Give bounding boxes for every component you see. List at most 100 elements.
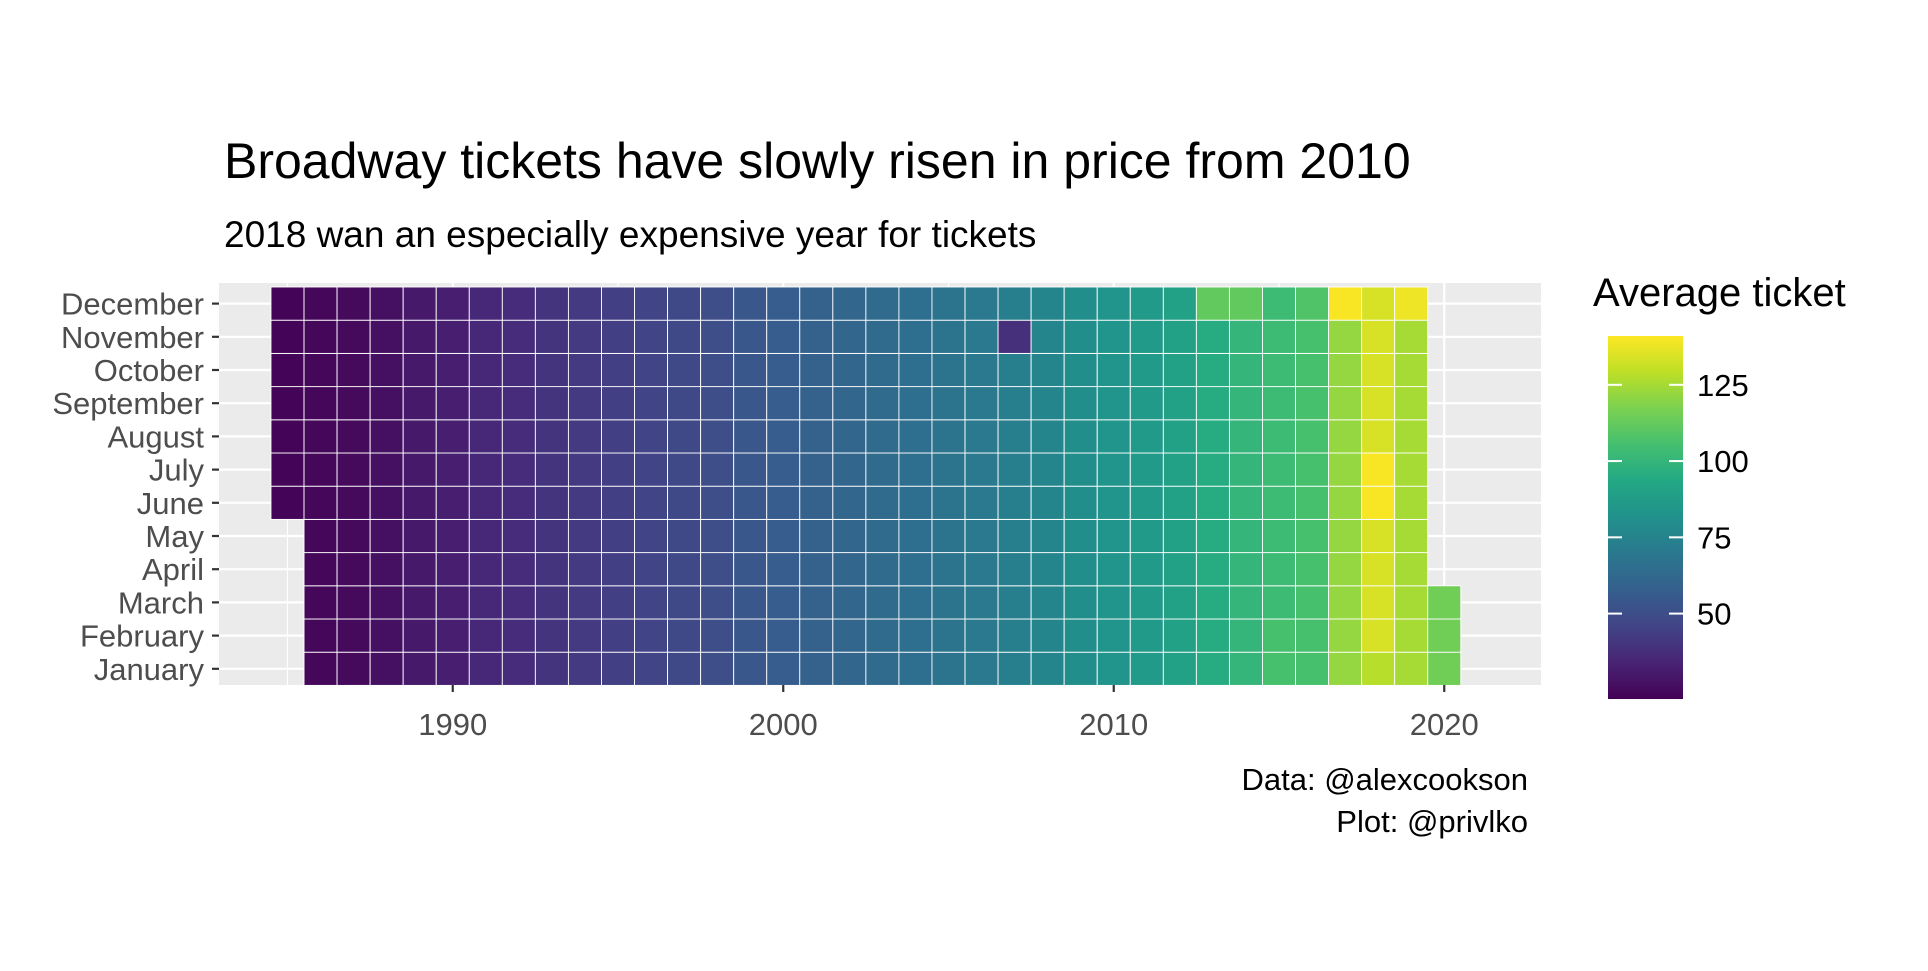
heatmap-tile [733,552,768,587]
heatmap-tile [799,419,834,454]
legend-colorbar [1608,336,1683,699]
heatmap-tile [733,352,768,388]
heatmap-tile [1162,618,1197,653]
heatmap-tile [1129,286,1164,321]
heatmap-tile [1328,518,1363,554]
heatmap-tile [832,319,867,354]
heatmap-tile [1162,651,1197,686]
heatmap-tile [634,585,669,620]
heatmap-tile [667,518,702,554]
heatmap-tile [964,552,999,587]
heatmap-tile [634,452,669,487]
heatmap-tile [501,319,536,354]
y-tick-label: April [142,552,204,587]
heatmap-tile [766,352,801,388]
heatmap-tile [468,386,503,421]
heatmap-tile [501,518,536,554]
heatmap-tile [534,585,569,620]
heatmap-tile [402,552,437,587]
heatmap-tile [601,352,635,388]
heatmap-tile [402,452,437,487]
heatmap-tile [997,352,1032,388]
legend-tick-label: 75 [1697,520,1731,555]
heatmap-tile [1162,518,1197,554]
heatmap-tile [832,452,867,487]
heatmap-tile [1295,286,1330,321]
heatmap-tile [468,452,503,487]
heatmap-tile [468,352,503,388]
heatmap-tile [667,651,702,686]
heatmap-tile [1129,319,1164,354]
heatmap-tile [667,618,702,653]
legend-tick-label: 100 [1697,444,1749,479]
heatmap-tile [799,286,834,321]
heatmap-tile [1262,485,1296,520]
heatmap-tile [1063,518,1098,554]
heatmap-tile [336,386,371,421]
heatmap-tile [832,651,867,686]
heatmap-tile [303,352,338,388]
heatmap-tile [766,552,801,587]
heatmap-tile [435,518,470,554]
heatmap-tile [1394,518,1429,554]
heatmap-tile [1295,585,1330,620]
heatmap-tile [964,419,999,454]
heatmap-tile [402,286,437,321]
heatmap-tile [700,386,735,421]
heatmap-tile [1096,419,1131,454]
heatmap-tile [369,352,404,388]
heatmap-tile [1162,419,1197,454]
heatmap-tile [865,518,900,554]
heatmap-tile [270,286,305,321]
heatmap-tile [700,651,735,686]
heatmap-tile [865,319,900,354]
heatmap-tile [931,319,966,354]
heatmap-tile [964,319,999,354]
heatmap-tile [865,485,900,520]
heatmap-tile [667,419,702,454]
heatmap-tile [931,352,966,388]
heatmap-tile [931,386,966,421]
heatmap-tile [435,319,470,354]
heatmap-tile [1295,419,1330,454]
heatmap-tile [799,485,834,520]
heatmap-tile [964,386,999,421]
heatmap-tile [601,319,635,354]
heatmap-tile [601,419,635,454]
x-tick-label: 2000 [749,707,818,742]
heatmap-tile [997,386,1032,421]
heatmap-tile [1096,286,1131,321]
heatmap-tile [766,651,801,686]
heatmap-tile [931,286,966,321]
heatmap-tile [1129,552,1164,587]
heatmap-tile [1030,618,1065,653]
heatmap-tile [567,286,602,321]
heatmap-tile [832,552,867,587]
heatmap-tile [865,352,900,388]
heatmap-tile [733,452,768,487]
heatmap-tile [667,585,702,620]
heatmap-tile [303,585,338,620]
heatmap-tile [733,651,768,686]
heatmap-tile [534,319,569,354]
heatmap-tile [667,386,702,421]
y-tick-label: September [52,386,204,421]
heatmap-tile [634,319,669,354]
heatmap-tile [1262,552,1296,587]
heatmap-tile [1195,518,1230,554]
heatmap-tile [1129,585,1164,620]
heatmap-tile [435,286,470,321]
heatmap-tile [1262,452,1296,487]
heatmap-tile [832,286,867,321]
heatmap-tile [336,452,371,487]
heatmap-tile [1195,319,1230,354]
heatmap-tile [1030,651,1065,686]
heatmap-tile [997,618,1032,653]
heatmap-tile [270,485,305,520]
heatmap-tile [1394,419,1429,454]
heatmap-tile [766,485,801,520]
heatmap-tile [964,651,999,686]
heatmap-tile [336,651,371,686]
y-tick-label: August [107,419,204,454]
heatmap-tile [501,386,536,421]
